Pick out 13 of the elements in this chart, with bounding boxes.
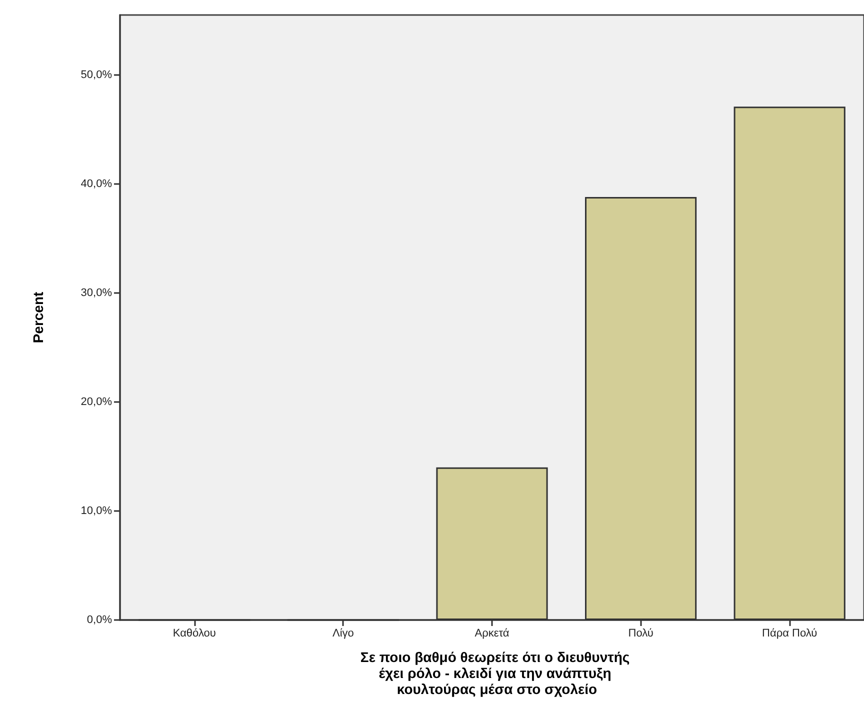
y-tick-label: 0,0%: [86, 614, 112, 626]
x-tick-label: Λίγο: [332, 628, 354, 640]
x-tick-label: Καθόλου: [172, 628, 216, 640]
y-tick-label: 50,0%: [80, 68, 112, 81]
y-axis-title: Percent: [30, 291, 46, 344]
x-axis-title: Σε ποιο βαθμό θεωρείτε ότι ο διευθυντής έχει ρόλο - κλειδί για την ανάπτυξη κουλτούρας μέσα στο σχολείο: [360, 649, 634, 697]
x-tick-label: Πολύ: [628, 628, 654, 640]
y-tick-label: 10,0%: [80, 504, 112, 517]
y-tick-label: 30,0%: [80, 286, 112, 299]
y-tick-label: 40,0%: [80, 178, 112, 190]
y-tick-label: 20,0%: [80, 396, 112, 408]
x-tick-label: Αρκετά: [474, 628, 510, 640]
x-tick-label: Πάρα Πολύ: [762, 628, 818, 640]
